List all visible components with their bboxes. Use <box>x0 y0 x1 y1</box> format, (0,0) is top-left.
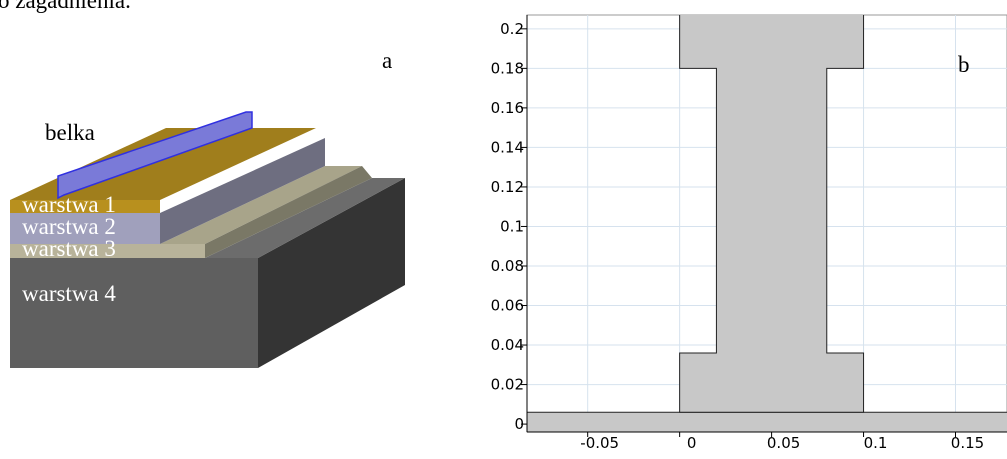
body-text: o zagadnienia. <box>0 0 131 13</box>
y-tick-label: 0.02 <box>491 376 524 394</box>
y-tick-label: 0.08 <box>491 257 524 275</box>
panel-label: b <box>958 52 970 77</box>
x-tick-label: 0 <box>687 434 697 452</box>
x-tick-label: -0.05 <box>580 434 619 452</box>
geometry-domain <box>496 412 1007 432</box>
y-tick-label: 0.1 <box>500 217 524 235</box>
y-tick-label: 0.04 <box>491 336 524 354</box>
x-tick-label: 0.1 <box>864 434 888 452</box>
y-tick-label: 0.06 <box>491 297 524 315</box>
y-tick-label: 0 <box>514 415 524 433</box>
y-tick-label: 0.16 <box>491 99 524 117</box>
y-tick-label: 0.2 <box>500 20 524 38</box>
y-tick-label: 0.18 <box>491 59 524 77</box>
y-tick-label: 0.14 <box>491 138 524 156</box>
x-tick-label: 0.15 <box>951 434 984 452</box>
x-tick-label: 0.05 <box>767 434 800 452</box>
page: o zagadnienia. a belka warstwa 1 warstwa… <box>0 0 1007 459</box>
layer-label: warstwa 4 <box>22 281 116 306</box>
layer-label: belka <box>45 120 95 145</box>
y-tick-label: 0.12 <box>491 178 524 196</box>
layer-label: warstwa 3 <box>22 236 116 261</box>
panel-label: a <box>382 48 392 73</box>
